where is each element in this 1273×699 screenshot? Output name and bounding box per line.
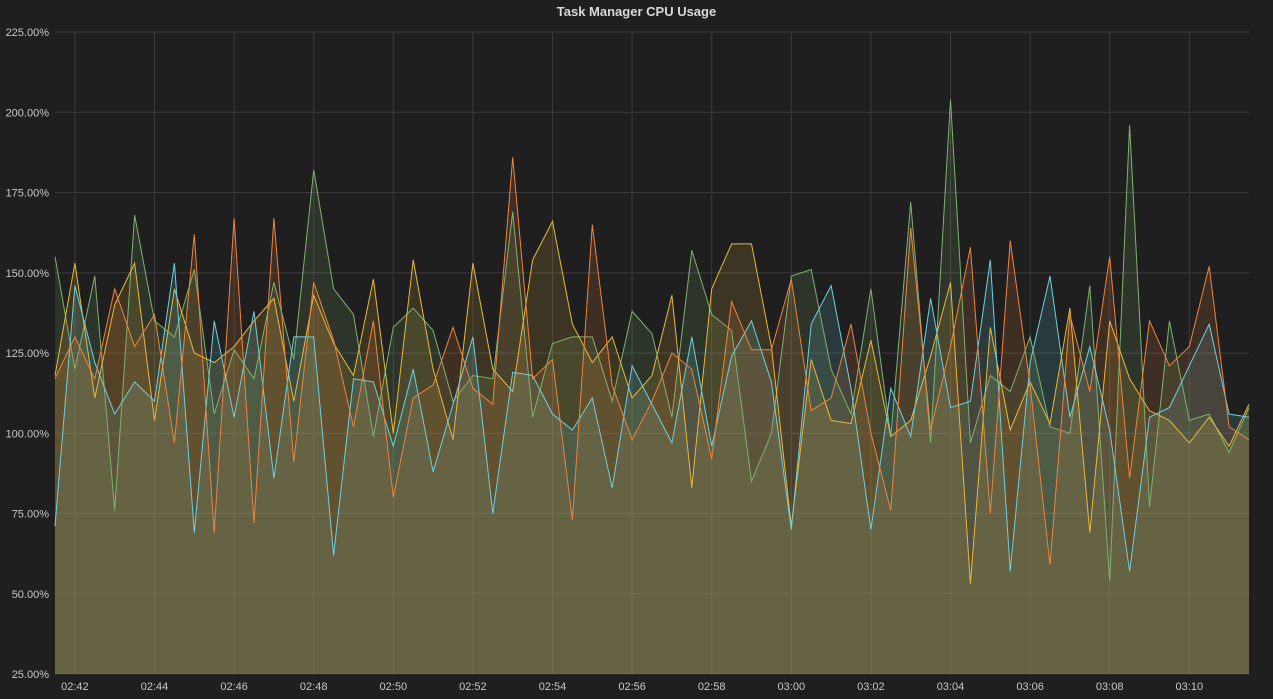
x-tick-label: 02:50 bbox=[380, 681, 408, 693]
series-area-2 bbox=[55, 221, 1249, 674]
x-tick-label: 02:44 bbox=[141, 681, 169, 693]
y-tick-label: 200.00% bbox=[6, 107, 50, 119]
x-tick-label: 02:56 bbox=[618, 681, 646, 693]
series-line-2 bbox=[54, 219, 1250, 585]
y-tick-label: 50.00% bbox=[12, 589, 50, 601]
series-line-1 bbox=[54, 99, 1250, 581]
x-tick-label: 03:04 bbox=[937, 681, 965, 693]
x-tick-label: 03:00 bbox=[778, 681, 806, 693]
series-area-3 bbox=[55, 259, 1249, 674]
x-tick-label: 03:08 bbox=[1096, 681, 1124, 693]
x-tick-label: 02:46 bbox=[220, 681, 248, 693]
y-tick-label: 150.00% bbox=[6, 268, 50, 280]
series-area-1 bbox=[55, 99, 1249, 674]
x-tick-label: 03:06 bbox=[1016, 681, 1044, 693]
series-line-layer bbox=[54, 99, 1250, 585]
y-tick-label: 125.00% bbox=[6, 348, 50, 360]
y-tick-label: 25.00% bbox=[12, 669, 50, 681]
series-area-4 bbox=[55, 157, 1249, 674]
y-tick-label: 75.00% bbox=[12, 509, 50, 521]
axis-label-layer: 25.00% 50.00% 75.00% 100.00% 125.00% 150.00% 1… bbox=[6, 27, 1204, 693]
y-tick-label: 175.00% bbox=[6, 188, 50, 200]
x-tick-label: 02:48 bbox=[300, 681, 328, 693]
series-line-4 bbox=[54, 157, 1250, 565]
x-tick-label: 03:10 bbox=[1176, 681, 1204, 693]
chart-title: Task Manager CPU Usage bbox=[556, 4, 717, 19]
x-tick-label: 02:42 bbox=[61, 681, 89, 693]
series-line-3 bbox=[54, 259, 1250, 572]
x-tick-label: 02:54 bbox=[539, 681, 567, 693]
y-tick-label: 100.00% bbox=[6, 428, 50, 440]
area-fill-layer bbox=[55, 99, 1249, 674]
y-tick-label: 225.00% bbox=[6, 27, 50, 39]
x-tick-label: 02:58 bbox=[698, 681, 726, 693]
grid-layer bbox=[55, 31, 1249, 675]
x-tick-label: 03:02 bbox=[857, 681, 885, 693]
x-tick-label: 02:52 bbox=[459, 681, 487, 693]
